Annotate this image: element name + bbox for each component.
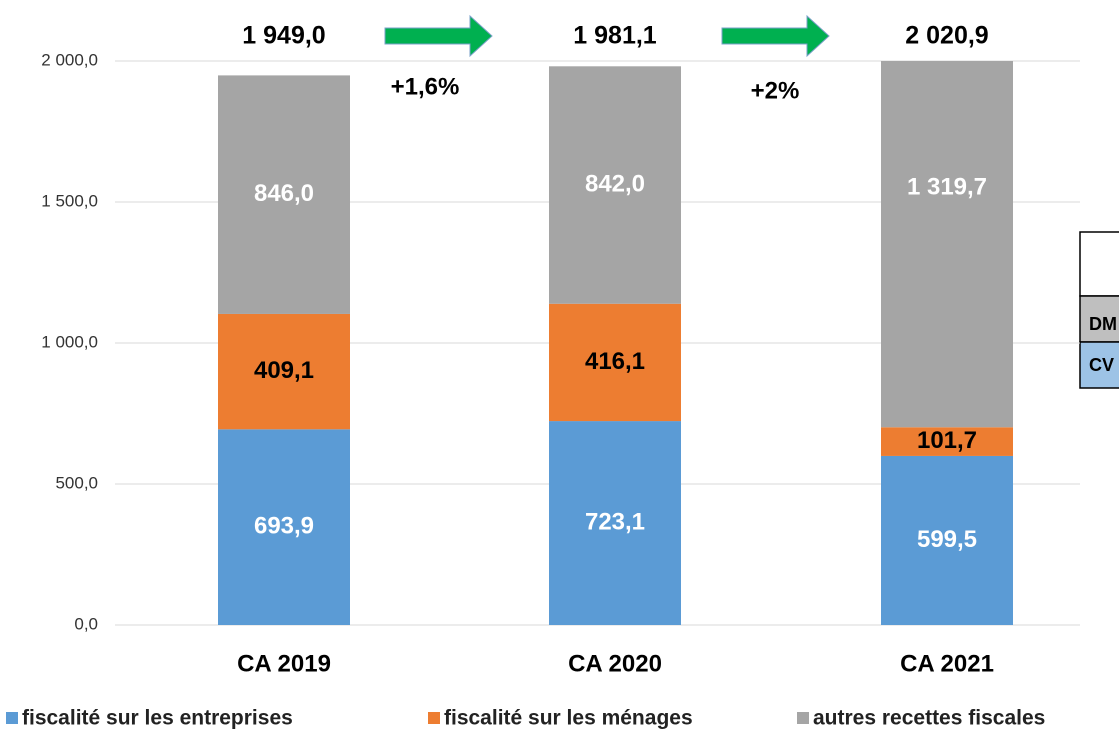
y-tick-label: 0,0 [74,614,98,633]
table-cell [1079,295,1119,343]
value-label: 1 319,7 [907,173,987,200]
y-tick-label: 1 000,0 [41,332,98,351]
x-tick-label: CA 2021 [900,650,994,677]
bar-segment [218,313,350,430]
table-text: CV [1089,355,1114,375]
arrow [384,14,493,58]
total-label: 2 020,9 [905,22,988,50]
table-text: DM [1089,314,1117,334]
x-tick-label: CA 2019 [237,650,331,677]
bar-segment [549,66,681,304]
legend-label: autres recettes fiscales [813,707,1045,730]
bar-segment [881,455,1013,625]
value-label: 846,0 [254,180,314,207]
y-tick-label: 1 500,0 [41,191,98,210]
bar-segment [218,429,350,625]
value-label: 416,1 [585,348,645,375]
bar-segment [549,303,681,422]
table-cell [1079,341,1119,389]
table-cell [1079,231,1119,297]
total-label: 1 949,0 [242,22,325,50]
value-label: 842,0 [585,170,645,197]
value-label: 599,5 [917,526,977,553]
y-tick-label: 500,0 [55,473,98,492]
bar-segment [881,427,1013,456]
value-label: 693,9 [254,513,314,540]
legend-swatch [428,712,440,724]
legend-swatch [6,712,18,724]
arrow [721,14,830,58]
x-tick-label: CA 2020 [568,650,662,677]
total-label: 1 981,1 [573,22,657,50]
legend-label: fiscalité sur les ménages [444,707,693,730]
legend-label: fiscalité sur les entreprises [22,707,293,730]
value-label: 723,1 [585,508,645,535]
annotation: +2% [751,77,800,104]
value-label: 101,7 [917,427,977,454]
bar-segment [218,75,350,314]
plot-area [218,61,1013,625]
legend-swatch [797,712,809,724]
bar-segment [881,61,1013,428]
y-tick-label: 2 000,0 [41,50,98,69]
bar-segment [549,421,681,625]
annotation: +1,6% [391,73,460,100]
value-label: 409,1 [254,357,314,384]
